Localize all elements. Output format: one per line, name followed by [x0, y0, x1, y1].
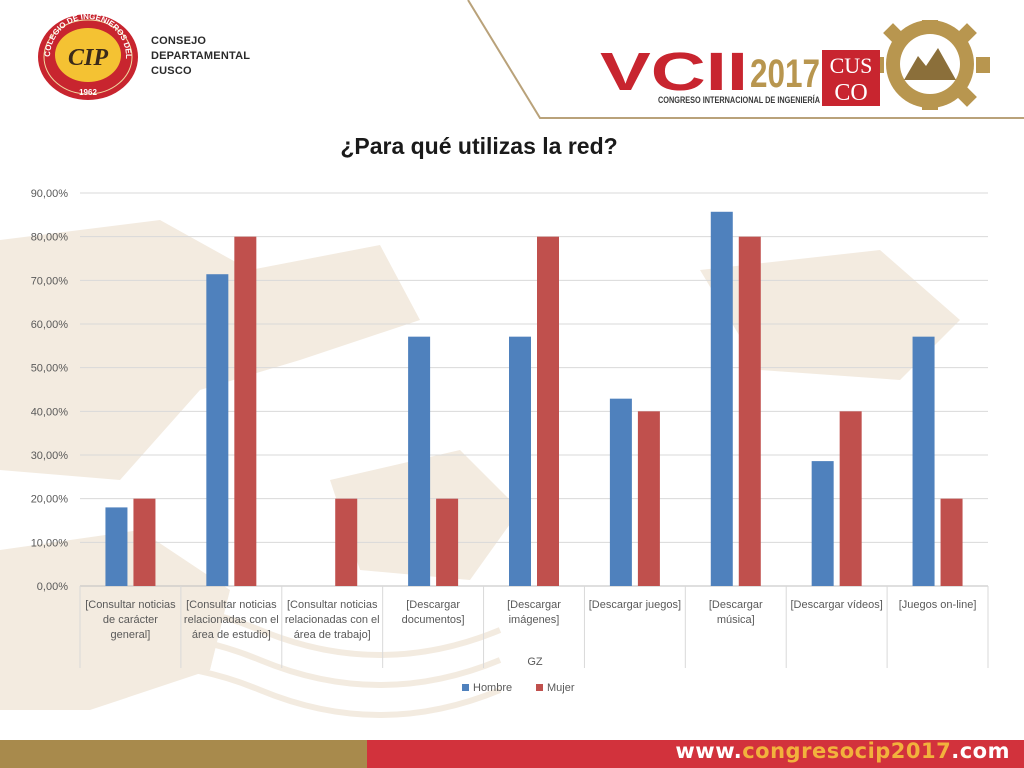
council-name: CONSEJO DEPARTAMENTAL CUSCO: [151, 34, 250, 79]
bar-mujer: [738, 236, 761, 586]
bar-hombre: [710, 211, 733, 586]
x-axis-title: GZ: [527, 656, 543, 668]
legend-label: Hombre: [473, 682, 512, 694]
x-tick-label: relacionadas con el: [285, 614, 380, 626]
x-tick-label: [Descargar: [406, 599, 460, 611]
x-tick-label: [Consultar noticias: [85, 599, 176, 611]
bar-hombre: [509, 336, 531, 586]
y-axis-ticks: 0,00% 10,00% 20,00% 30,00% 40,00% 50,00% 60,00…: [31, 188, 69, 593]
x-tick-label: [Descargar vídeos]: [791, 599, 883, 611]
bar-chart: 0,00% 10,00% 20,00% 30,00% 40,00% 50,00% 60,00…: [31, 188, 989, 694]
chart-gridlines: [79, 192, 989, 668]
chart-bars: [105, 211, 963, 586]
council-line: DEPARTAMENTAL: [151, 50, 251, 62]
legend-label: Mujer: [547, 682, 575, 694]
seal-monogram: CIP: [68, 45, 108, 71]
bar-hombre: [609, 398, 632, 586]
footer-red-band: [367, 740, 1024, 768]
council-line: CONSEJO: [151, 35, 207, 47]
bar-mujer: [839, 411, 862, 586]
x-tick-label: relacionadas con el: [184, 614, 279, 626]
footer-url: www.congresocip2017.com: [675, 739, 1010, 763]
congress-edition: VCII: [600, 42, 748, 102]
congress-city-bottom: CO: [834, 80, 867, 106]
x-tick-label: área de trabajo]: [294, 629, 371, 641]
bar-mujer: [234, 236, 257, 586]
footer-url-suffix: .com: [951, 739, 1010, 763]
bar-hombre: [912, 336, 935, 586]
x-tick-label: área de estudio]: [192, 629, 271, 641]
cip-seal-logo: COLEGIO DE INGENIEROS DEL PERÚ CIP 1962: [36, 13, 138, 100]
congress-city-top: CUS: [830, 53, 873, 78]
footer-url-prefix: www.: [675, 739, 743, 763]
x-axis-categories: [Consultar noticias de carácter general] [C…: [85, 599, 976, 641]
y-tick-label: 30,00%: [31, 450, 69, 462]
y-tick-label: 40,00%: [31, 406, 69, 418]
slide-header: COLEGIO DE INGENIEROS DEL PERÚ CIP 1962 …: [0, 0, 1024, 125]
y-tick-label: 50,00%: [31, 363, 69, 375]
bar-mujer: [436, 498, 459, 586]
y-tick-label: 80,00%: [31, 232, 69, 244]
legend-swatch: [462, 684, 469, 691]
bar-mujer: [133, 498, 156, 586]
x-tick-label: documentos]: [402, 614, 465, 626]
y-tick-label: 90,00%: [31, 188, 69, 200]
y-tick-label: 20,00%: [31, 494, 69, 506]
seal-year: 1962: [79, 88, 97, 97]
x-tick-label: [Consultar noticias: [186, 599, 277, 611]
x-tick-label: de carácter: [103, 614, 158, 626]
x-tick-label: [Descargar: [709, 599, 763, 611]
bar-mujer: [335, 498, 358, 586]
y-tick-label: 60,00%: [31, 319, 69, 331]
bar-mujer: [637, 411, 660, 586]
legend-swatch: [536, 684, 543, 691]
y-tick-label: 70,00%: [31, 275, 69, 287]
chart-legend: Hombre Mujer: [462, 682, 575, 694]
x-tick-label: [Juegos on-line]: [899, 599, 977, 611]
gear-icon: [870, 20, 990, 110]
x-tick-label: imágenes]: [509, 614, 560, 626]
congress-year: 2017: [750, 52, 820, 96]
y-tick-label: 10,00%: [31, 537, 69, 549]
y-tick-label: 0,00%: [37, 581, 68, 593]
x-tick-label: [Consultar noticias: [287, 599, 378, 611]
slide-title: ¿Para qué utilizas la red?: [340, 133, 618, 159]
bar-mujer: [537, 236, 559, 586]
bar-mujer: [940, 498, 963, 586]
bar-hombre: [105, 507, 128, 586]
council-line: CUSCO: [151, 65, 192, 77]
x-tick-label: [Descargar: [507, 599, 561, 611]
bar-hombre: [408, 336, 431, 586]
x-tick-label: [Descargar juegos]: [589, 599, 681, 611]
footer-url-highlight: congresocip2017: [742, 739, 952, 763]
congress-subtitle: CONGRESO INTERNACIONAL DE INGENIERÍA: [658, 95, 820, 105]
footer-gold-band: [0, 740, 367, 768]
x-tick-label: música]: [717, 614, 755, 626]
header-divider-line: [467, 0, 1024, 119]
bar-hombre: [811, 461, 834, 586]
x-tick-label: general]: [111, 629, 151, 641]
congress-logo: CUS CO VCII 2017 CONGRESO INTERNACIONAL …: [600, 20, 990, 110]
bar-hombre: [206, 274, 229, 586]
